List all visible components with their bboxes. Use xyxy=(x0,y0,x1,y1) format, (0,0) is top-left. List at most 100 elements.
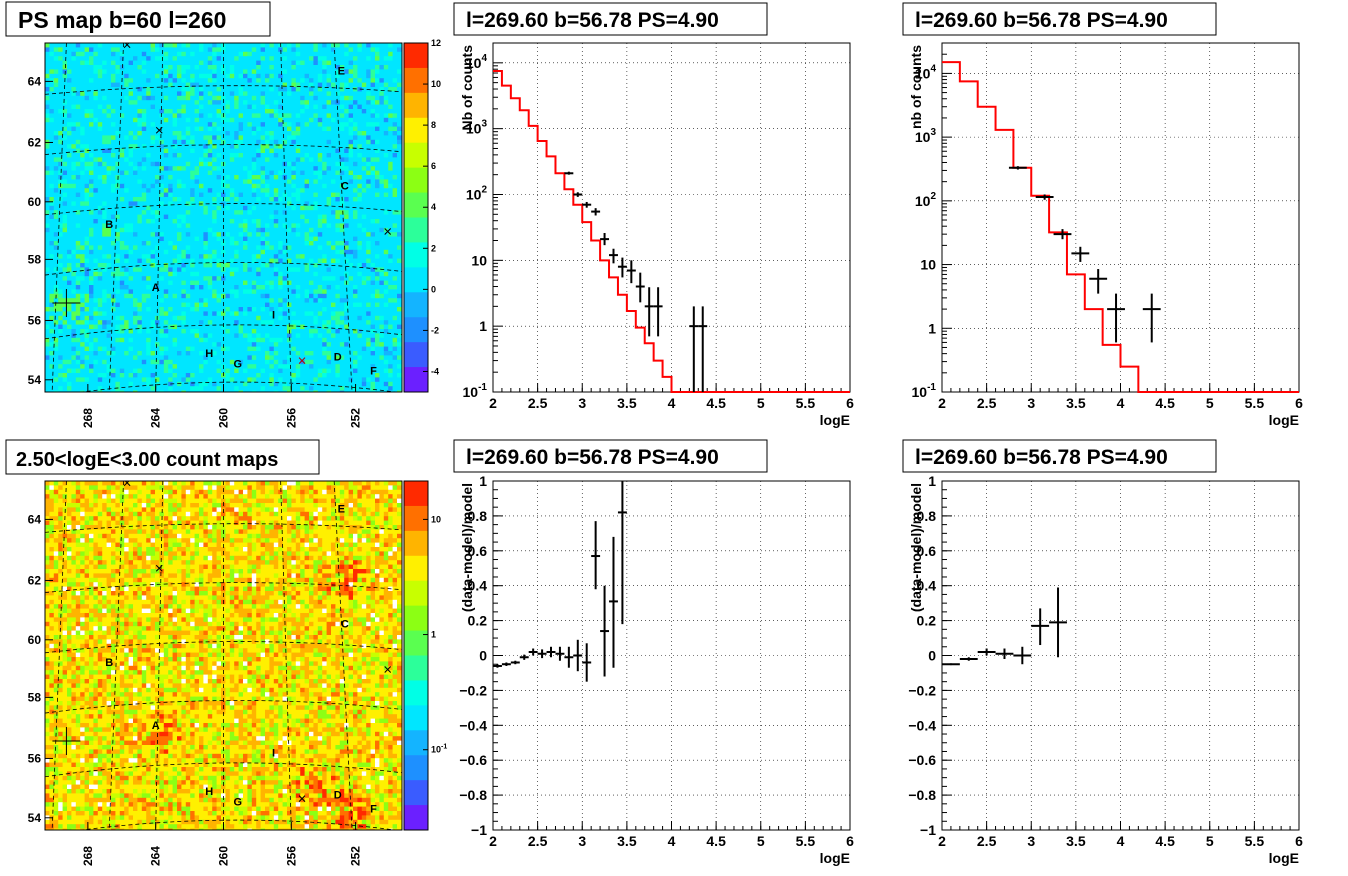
map-cell xyxy=(106,289,112,295)
map-cell xyxy=(159,117,165,123)
map-cell xyxy=(97,183,103,189)
map-cell xyxy=(89,183,94,189)
map-cell xyxy=(238,104,244,110)
map-cell xyxy=(229,43,235,48)
map-cell xyxy=(361,188,367,193)
map-cell xyxy=(97,302,103,308)
map-cell xyxy=(335,232,341,237)
map-cell xyxy=(119,179,125,185)
map-cell xyxy=(273,87,279,92)
map-cell xyxy=(304,95,310,101)
map-cell xyxy=(172,188,178,193)
map-cell xyxy=(370,175,376,180)
map-cell xyxy=(243,289,248,295)
map-cell xyxy=(225,249,231,255)
map-cell xyxy=(84,183,90,189)
map-cell xyxy=(256,245,261,251)
map-cell xyxy=(361,302,367,308)
map-cell xyxy=(119,148,125,154)
map-cell xyxy=(177,307,182,312)
map-cell xyxy=(265,104,270,110)
map-cell xyxy=(291,117,297,123)
map-cell xyxy=(361,144,367,149)
map-cell xyxy=(150,47,156,53)
map-cell xyxy=(392,91,398,97)
map-cell xyxy=(388,95,393,101)
map-cell xyxy=(203,148,209,154)
map-cell xyxy=(243,56,248,61)
map-cell xyxy=(159,126,165,132)
map-cell xyxy=(397,113,402,119)
map-cell xyxy=(287,293,292,299)
map-cell xyxy=(265,241,270,246)
map-cell xyxy=(335,241,341,246)
map-cell xyxy=(234,219,239,224)
map-cell xyxy=(331,78,336,83)
map-cell xyxy=(172,78,178,83)
map-cell xyxy=(322,170,327,176)
map-cell xyxy=(313,241,319,246)
map-cell xyxy=(383,43,389,48)
map-cell xyxy=(238,51,244,57)
map-cell xyxy=(348,188,354,193)
map-cell xyxy=(190,254,195,259)
map-cell xyxy=(357,210,363,215)
map-cell xyxy=(45,249,50,255)
map-cell xyxy=(203,78,209,83)
map-cell xyxy=(80,126,85,132)
map-cell xyxy=(93,153,99,158)
map-cell xyxy=(168,139,173,145)
map-cell xyxy=(216,179,222,185)
map-cell xyxy=(212,170,217,176)
map-cell xyxy=(225,175,231,180)
map-cell xyxy=(331,109,336,114)
map-cell xyxy=(146,131,151,136)
map-cell xyxy=(295,51,301,57)
map-cell xyxy=(207,161,213,167)
map-cell xyxy=(203,302,209,308)
map-cell xyxy=(269,131,275,136)
map-cell xyxy=(58,117,63,123)
map-cell xyxy=(185,258,191,264)
map-cell xyxy=(163,276,169,281)
map-cell xyxy=(225,179,231,185)
map-cell xyxy=(53,271,59,277)
map-cell xyxy=(247,51,253,57)
map-cell xyxy=(124,56,129,61)
map-cell xyxy=(84,144,90,149)
map-cell xyxy=(247,56,253,61)
map-cell xyxy=(93,43,99,48)
map-cell xyxy=(379,298,385,303)
map-cell xyxy=(216,223,222,229)
map-cell xyxy=(335,78,341,83)
map-cell xyxy=(234,298,239,303)
map-cell xyxy=(177,223,182,229)
map-cell xyxy=(58,179,63,185)
map-cell xyxy=(133,245,138,251)
map-cell xyxy=(397,100,402,105)
map-cell xyxy=(317,285,323,290)
map-cell xyxy=(119,104,125,110)
map-cell xyxy=(111,219,116,224)
map-cell xyxy=(388,205,393,211)
map-cell xyxy=(75,307,81,312)
map-cell xyxy=(269,73,275,79)
map-cell xyxy=(111,263,116,268)
map-cell xyxy=(366,241,371,246)
map-cell xyxy=(106,109,112,114)
map-cell xyxy=(361,219,367,224)
map-cell xyxy=(300,73,305,79)
map-cell xyxy=(344,139,349,145)
map-cell xyxy=(366,126,371,132)
map-cell xyxy=(304,236,310,242)
map-cell xyxy=(225,197,231,202)
map-cell xyxy=(194,236,200,242)
map-cell xyxy=(119,117,125,123)
map-cell xyxy=(282,214,288,220)
map-cell xyxy=(251,126,257,132)
map-cell xyxy=(141,245,147,251)
map-cell xyxy=(251,214,257,220)
map-cell xyxy=(238,78,244,83)
map-cell xyxy=(155,73,160,79)
map-cell xyxy=(216,267,222,273)
